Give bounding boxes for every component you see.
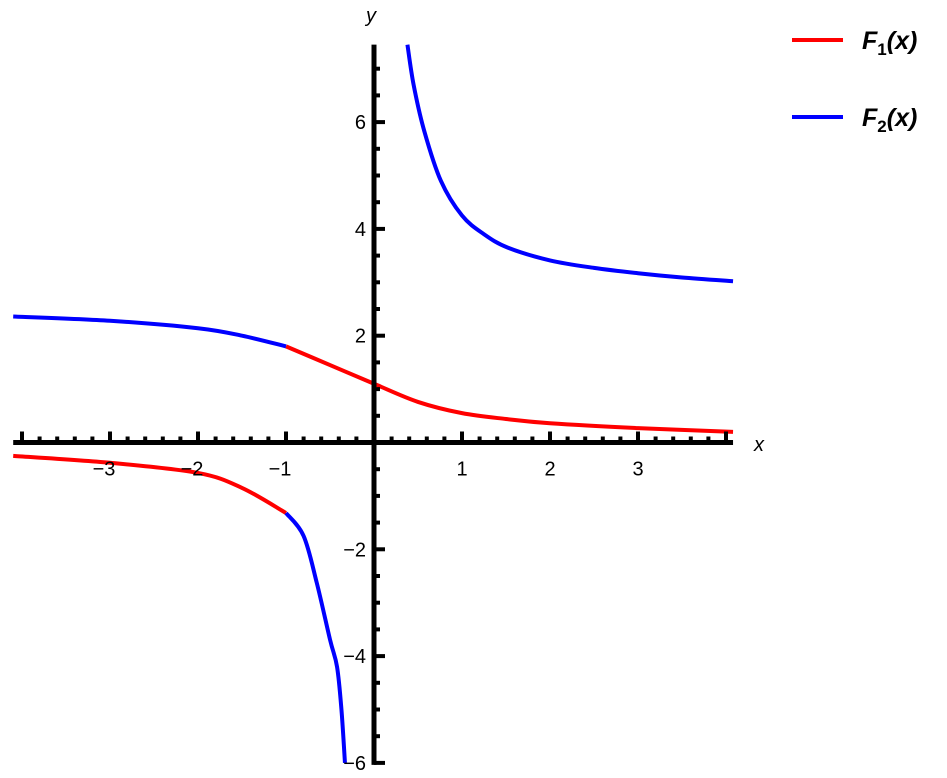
series-2-segment-3 [405, 44, 734, 284]
x-tick-label: −1 [269, 459, 292, 481]
axes [13, 44, 734, 765]
legend-item-2: F2(x) [792, 104, 917, 136]
legend-label: F1(x) [862, 27, 917, 59]
y-tick-label: −2 [343, 539, 366, 561]
tick-labels: −3 −2 −1 1 2 3 −6 −4 −2 2 4 6 [93, 112, 644, 775]
y-tick-label: −6 [343, 753, 366, 775]
x-tick-label: −2 [181, 459, 204, 481]
x-tick-label: 2 [544, 459, 555, 481]
y-tick-label: −4 [343, 646, 366, 668]
legend-label: F2(x) [862, 104, 917, 136]
y-tick-label: 6 [355, 112, 366, 134]
series-2-segment-1 [13, 314, 287, 349]
y-tick-label: 4 [355, 219, 366, 241]
curves [13, 44, 734, 764]
x-tick-label: −3 [93, 459, 116, 481]
legend-item-1: F1(x) [792, 27, 917, 59]
series-1-segment-2 [13, 453, 287, 515]
x-axis-label: x [753, 434, 765, 456]
y-tick-label: 2 [355, 326, 366, 348]
y-axis-label: y [364, 5, 377, 27]
legend: F1(x) F2(x) [792, 27, 917, 136]
x-tick-label: 3 [632, 459, 643, 481]
series-2-segment-2 [284, 511, 347, 764]
x-tick-label: 1 [456, 459, 467, 481]
series-1-segment-1 [285, 344, 734, 434]
